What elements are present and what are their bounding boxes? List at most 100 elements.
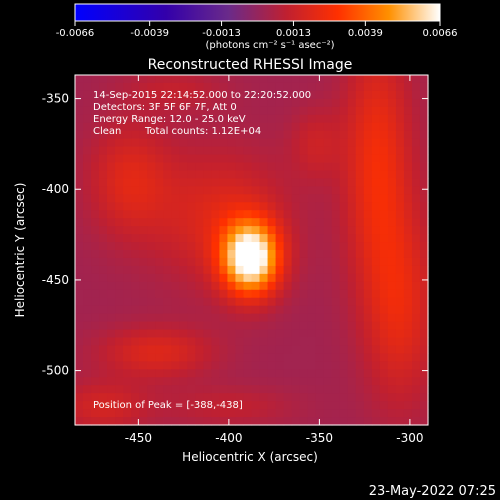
- heatmap-cell: [283, 170, 293, 179]
- heatmap-cell: [195, 75, 204, 84]
- heatmap-cell: [227, 289, 237, 299]
- heatmap-cell: [163, 401, 172, 410]
- heatmap-cell: [315, 361, 325, 370]
- heatmap-cell: [99, 138, 108, 148]
- heatmap-cell: [203, 178, 212, 187]
- heatmap-cell: [387, 146, 397, 156]
- heatmap-cell: [307, 345, 317, 354]
- heatmap-cell: [107, 218, 116, 227]
- heatmap-cell: [355, 321, 365, 331]
- heatmap-cell: [219, 218, 229, 227]
- heatmap-cell: [211, 234, 221, 243]
- heatmap-cell: [147, 265, 156, 275]
- heatmap-cell: [139, 385, 148, 394]
- heatmap-cell: [275, 106, 285, 116]
- heatmap-cell: [155, 242, 164, 251]
- heatmap-cell: [299, 146, 309, 156]
- heatmap-cell: [267, 393, 277, 402]
- heatmap-cell: [251, 138, 261, 148]
- heatmap-cell: [379, 186, 389, 195]
- heatmap-cell: [91, 98, 100, 108]
- heatmap-cell: [323, 369, 333, 378]
- heatmap: [75, 75, 429, 426]
- heatmap-cell: [75, 138, 84, 148]
- heatmap-cell: [163, 353, 172, 362]
- heatmap-cell: [331, 138, 341, 148]
- heatmap-cell: [371, 281, 381, 291]
- heatmap-cell: [99, 154, 108, 164]
- heatmap-cell: [259, 353, 269, 362]
- heatmap-cell: [115, 401, 124, 410]
- heatmap-cell: [339, 257, 349, 267]
- heatmap-cell: [179, 321, 188, 331]
- heatmap-cell: [307, 114, 317, 124]
- heatmap-cell: [315, 321, 325, 331]
- heatmap-cell: [251, 257, 261, 267]
- heatmap-cell: [147, 178, 156, 187]
- heatmap-cell: [355, 122, 365, 132]
- heatmap-cell: [83, 114, 92, 124]
- heatmap-cell: [259, 154, 269, 164]
- heatmap-cell: [259, 361, 269, 370]
- heatmap-cell: [387, 250, 397, 259]
- heatmap-cell: [171, 337, 180, 347]
- heatmap-cell: [315, 329, 325, 339]
- heatmap-cell: [219, 337, 229, 347]
- heatmap-cell: [115, 385, 124, 394]
- heatmap-cell: [339, 234, 349, 243]
- heatmap-cell: [179, 377, 188, 386]
- heatmap-cell: [347, 273, 357, 283]
- heatmap-cell: [395, 122, 405, 132]
- heatmap-cell: [115, 377, 124, 386]
- heatmap-cell: [363, 82, 373, 92]
- heatmap-cell: [363, 313, 373, 323]
- heatmap-cell: [243, 329, 253, 339]
- heatmap-cell: [363, 106, 373, 116]
- heatmap-cell: [235, 98, 245, 108]
- heatmap-cell: [211, 361, 221, 370]
- heatmap-cell: [131, 401, 140, 410]
- heatmap-cell: [91, 226, 100, 235]
- heatmap-cell: [275, 353, 285, 362]
- heatmap-cell: [355, 385, 365, 394]
- heatmap-cell: [155, 337, 164, 347]
- heatmap-cell: [307, 218, 317, 227]
- heatmap-cell: [379, 329, 389, 339]
- heatmap-cell: [283, 369, 293, 378]
- heatmap-cell: [99, 218, 108, 227]
- heatmap-cell: [115, 353, 124, 362]
- heatmap-cell: [187, 409, 196, 418]
- heatmap-cell: [259, 242, 269, 251]
- heatmap-cell: [259, 75, 269, 84]
- heatmap-cell: [171, 82, 180, 92]
- heatmap-cell: [155, 178, 164, 187]
- heatmap-cell: [403, 313, 413, 323]
- heatmap-cell: [331, 329, 341, 339]
- heatmap-cell: [139, 281, 148, 291]
- heatmap-cell: [371, 289, 381, 299]
- heatmap-cell: [179, 385, 188, 394]
- heatmap-cell: [203, 82, 212, 92]
- heatmap-cell: [107, 265, 116, 275]
- heatmap-cell: [163, 154, 172, 164]
- heatmap-cell: [147, 377, 156, 386]
- heatmap-cell: [171, 162, 180, 172]
- heatmap-cell: [235, 226, 245, 235]
- heatmap-cell: [179, 313, 188, 323]
- heatmap-cell: [187, 297, 196, 307]
- heatmap-cell: [411, 401, 421, 410]
- heatmap-cell: [411, 385, 421, 394]
- heatmap-cell: [187, 202, 196, 211]
- heatmap-cell: [251, 353, 261, 362]
- heatmap-cell: [91, 321, 100, 331]
- heatmap-cell: [187, 273, 196, 283]
- heatmap-cell: [99, 194, 108, 203]
- heatmap-cell: [147, 361, 156, 370]
- heatmap-cell: [235, 234, 245, 243]
- heatmap-cell: [123, 401, 132, 410]
- heatmap-cell: [131, 218, 140, 227]
- heatmap-cell: [299, 305, 309, 315]
- heatmap-cell: [131, 385, 140, 394]
- heatmap-cell: [355, 82, 365, 92]
- heatmap-cell: [243, 210, 253, 219]
